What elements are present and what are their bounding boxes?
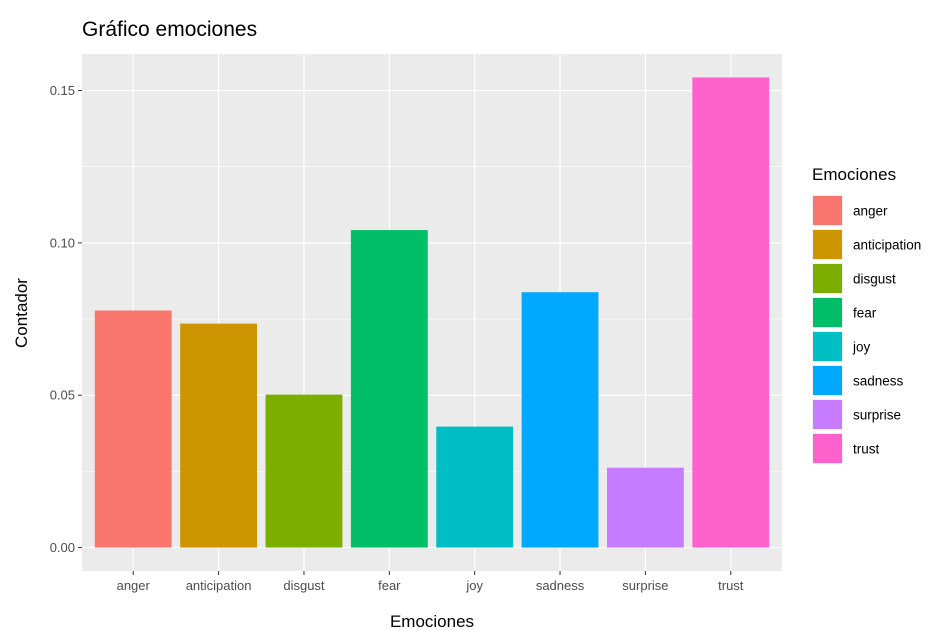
y-tick-label: 0.10 [50,235,75,250]
y-tick-label: 0.00 [50,540,75,555]
legend-label-anger: anger [853,204,888,219]
x-tick-label-anger: anger [117,578,151,593]
y-axis-title: Contador [12,278,31,348]
legend-label-trust: trust [853,442,880,457]
bar-trust [692,77,770,548]
bar-surprise [607,467,684,548]
bar-sadness [521,292,599,548]
legend-swatch-sadness [813,366,842,395]
x-tick-label-joy: joy [465,578,483,593]
bar-anticipation [180,323,257,548]
bar-fear [350,230,428,548]
legend-swatch-joy [813,332,842,361]
x-tick-label-surprise: surprise [622,578,668,593]
legend-label-sadness: sadness [853,374,904,389]
legend-label-anticipation: anticipation [853,238,921,253]
x-tick-label-fear: fear [378,578,401,593]
legend-swatch-anticipation [813,230,842,259]
legend-swatch-trust [813,434,842,463]
x-axis-title: Emociones [390,612,474,630]
legend-label-disgust: disgust [853,272,896,287]
y-axis: 0.00 0.05 0.10 0.15 [50,83,82,555]
y-tick-label: 0.05 [50,388,75,403]
y-tick-label: 0.15 [50,83,75,98]
legend-label-joy: joy [852,340,871,355]
legend-title: Emociones [812,165,896,184]
x-tick-label-anticipation: anticipation [186,578,252,593]
chart-title: Gráfico emociones [82,18,257,41]
bar-anger [94,310,172,548]
x-axis: anger anticipation disgust fear joy sadness su… [117,571,744,593]
bars [94,77,770,548]
bar-disgust [265,394,343,548]
x-tick-label-trust: trust [718,578,744,593]
legend-swatch-anger [813,196,842,225]
legend-label-surprise: surprise [853,408,901,423]
legend-swatch-fear [813,298,842,327]
legend-swatch-surprise [813,400,842,429]
legend: Emociones anger anticipation disgust fear jo… [812,165,921,464]
legend-label-fear: fear [853,306,877,321]
x-tick-label-sadness: sadness [536,578,585,593]
x-tick-label-disgust: disgust [283,578,325,593]
bar-joy [436,426,514,548]
legend-swatch-disgust [813,264,842,293]
